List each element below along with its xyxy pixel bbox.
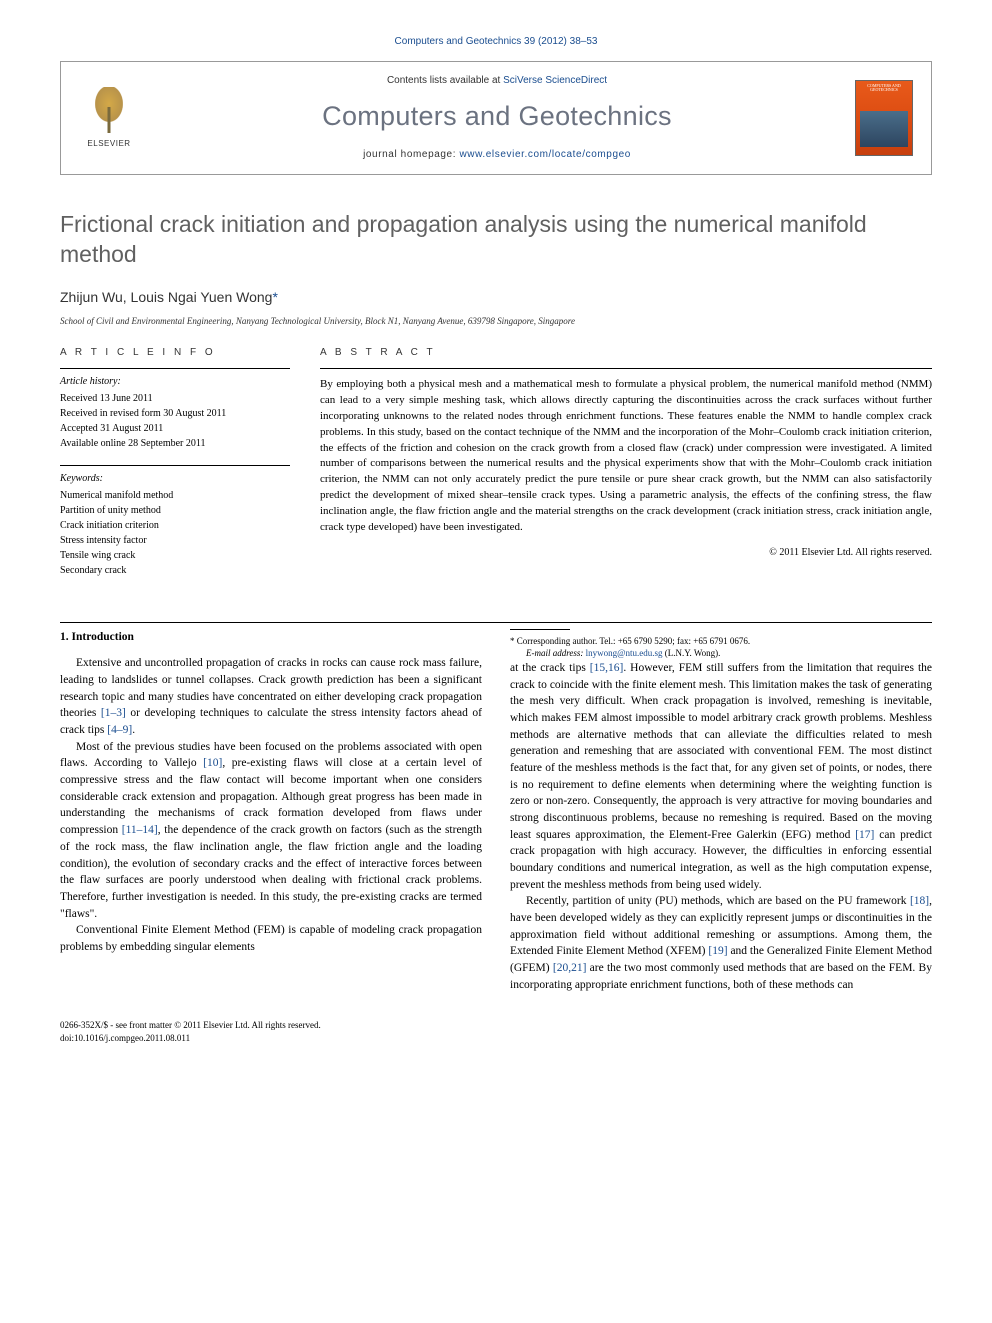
journal-title: Computers and Geotechnics xyxy=(139,98,855,136)
contents-line: Contents lists available at SciVerse Sci… xyxy=(139,74,855,88)
citation[interactable]: [1–3] xyxy=(101,707,126,719)
citation[interactable]: [11–14] xyxy=(122,824,158,836)
abstract: A B S T R A C T By employing both a phys… xyxy=(320,346,932,592)
revised-date: Received in revised form 30 August 2011 xyxy=(60,406,290,421)
body-text: , the dependence of the crack growth on … xyxy=(60,824,482,919)
email-suffix: (L.N.Y. Wong). xyxy=(662,648,720,658)
journal-cover-thumb: COMPUTERS AND GEOTECHNICS xyxy=(855,80,913,156)
citation[interactable]: [10] xyxy=(203,757,222,769)
body-text: . However, FEM still suffers from the li… xyxy=(510,662,932,841)
keyword: Numerical manifold method xyxy=(60,488,290,503)
homepage-line: journal homepage: www.elsevier.com/locat… xyxy=(139,148,855,162)
issn-line: 0266-352X/$ - see front matter © 2011 El… xyxy=(60,1019,932,1032)
footnote-separator xyxy=(510,629,570,630)
homepage-prefix: journal homepage: xyxy=(363,149,459,160)
contents-prefix: Contents lists available at xyxy=(387,75,503,86)
body-text: 1. Introduction Extensive and uncontroll… xyxy=(60,629,932,994)
page-footer: 0266-352X/$ - see front matter © 2011 El… xyxy=(60,1019,932,1044)
email-label: E-mail address: xyxy=(526,648,586,658)
citation[interactable]: [17] xyxy=(855,829,874,841)
cover-thumb-image xyxy=(860,111,908,147)
article-title: Frictional crack initiation and propagat… xyxy=(60,210,932,270)
email-footnote: E-mail address: lnywong@ntu.edu.sg (L.N.… xyxy=(510,647,932,660)
section-heading: 1. Introduction xyxy=(60,629,482,646)
elsevier-label: ELSEVIER xyxy=(87,138,130,149)
citation[interactable]: [20,21] xyxy=(553,962,587,974)
keywords-label: Keywords: xyxy=(60,472,290,486)
article-info: A R T I C L E I N F O Article history: R… xyxy=(60,346,290,592)
journal-citation: Computers and Geotechnics 39 (2012) 38–5… xyxy=(60,35,932,49)
body-text: Recently, partition of unity (PU) method… xyxy=(526,895,910,907)
homepage-link[interactable]: www.elsevier.com/locate/compgeo xyxy=(459,149,630,160)
body-text: at the crack tips xyxy=(510,662,590,674)
abstract-copyright: © 2011 Elsevier Ltd. All rights reserved… xyxy=(320,546,932,560)
cover-thumb-text: COMPUTERS AND GEOTECHNICS xyxy=(858,84,910,93)
corresponding-marker: * xyxy=(272,289,277,305)
author-names: Zhijun Wu, Louis Ngai Yuen Wong xyxy=(60,289,272,305)
article-info-heading: A R T I C L E I N F O xyxy=(60,346,290,360)
keyword: Crack initiation criterion xyxy=(60,518,290,533)
email-link[interactable]: lnywong@ntu.edu.sg xyxy=(586,648,663,658)
keyword: Secondary crack xyxy=(60,563,290,578)
elsevier-logo: ELSEVIER xyxy=(79,83,139,153)
sciencedirect-link[interactable]: SciVerse ScienceDirect xyxy=(503,75,607,86)
corresponding-footnote: * Corresponding author. Tel.: +65 6790 5… xyxy=(510,635,932,648)
abstract-text: By employing both a physical mesh and a … xyxy=(320,368,932,536)
citation[interactable]: [15,16] xyxy=(590,662,624,674)
divider xyxy=(60,622,932,623)
elsevier-tree-icon xyxy=(85,87,133,135)
body-text: Conventional Finite Element Method (FEM)… xyxy=(60,922,482,955)
keyword: Tensile wing crack xyxy=(60,548,290,563)
keyword: Stress intensity factor xyxy=(60,533,290,548)
affiliation: School of Civil and Environmental Engine… xyxy=(60,315,932,328)
online-date: Available online 28 September 2011 xyxy=(60,436,290,451)
doi-line: doi:10.1016/j.compgeo.2011.08.011 xyxy=(60,1032,932,1045)
authors: Zhijun Wu, Louis Ngai Yuen Wong* xyxy=(60,288,932,308)
citation[interactable]: [4–9] xyxy=(107,724,132,736)
abstract-heading: A B S T R A C T xyxy=(320,346,932,360)
received-date: Received 13 June 2011 xyxy=(60,391,290,406)
citation[interactable]: [19] xyxy=(708,945,727,957)
body-text: . xyxy=(132,724,135,736)
masthead: ELSEVIER Contents lists available at Sci… xyxy=(60,61,932,175)
citation[interactable]: [18] xyxy=(910,895,929,907)
history-label: Article history: xyxy=(60,375,290,389)
keyword: Partition of unity method xyxy=(60,503,290,518)
accepted-date: Accepted 31 August 2011 xyxy=(60,421,290,436)
